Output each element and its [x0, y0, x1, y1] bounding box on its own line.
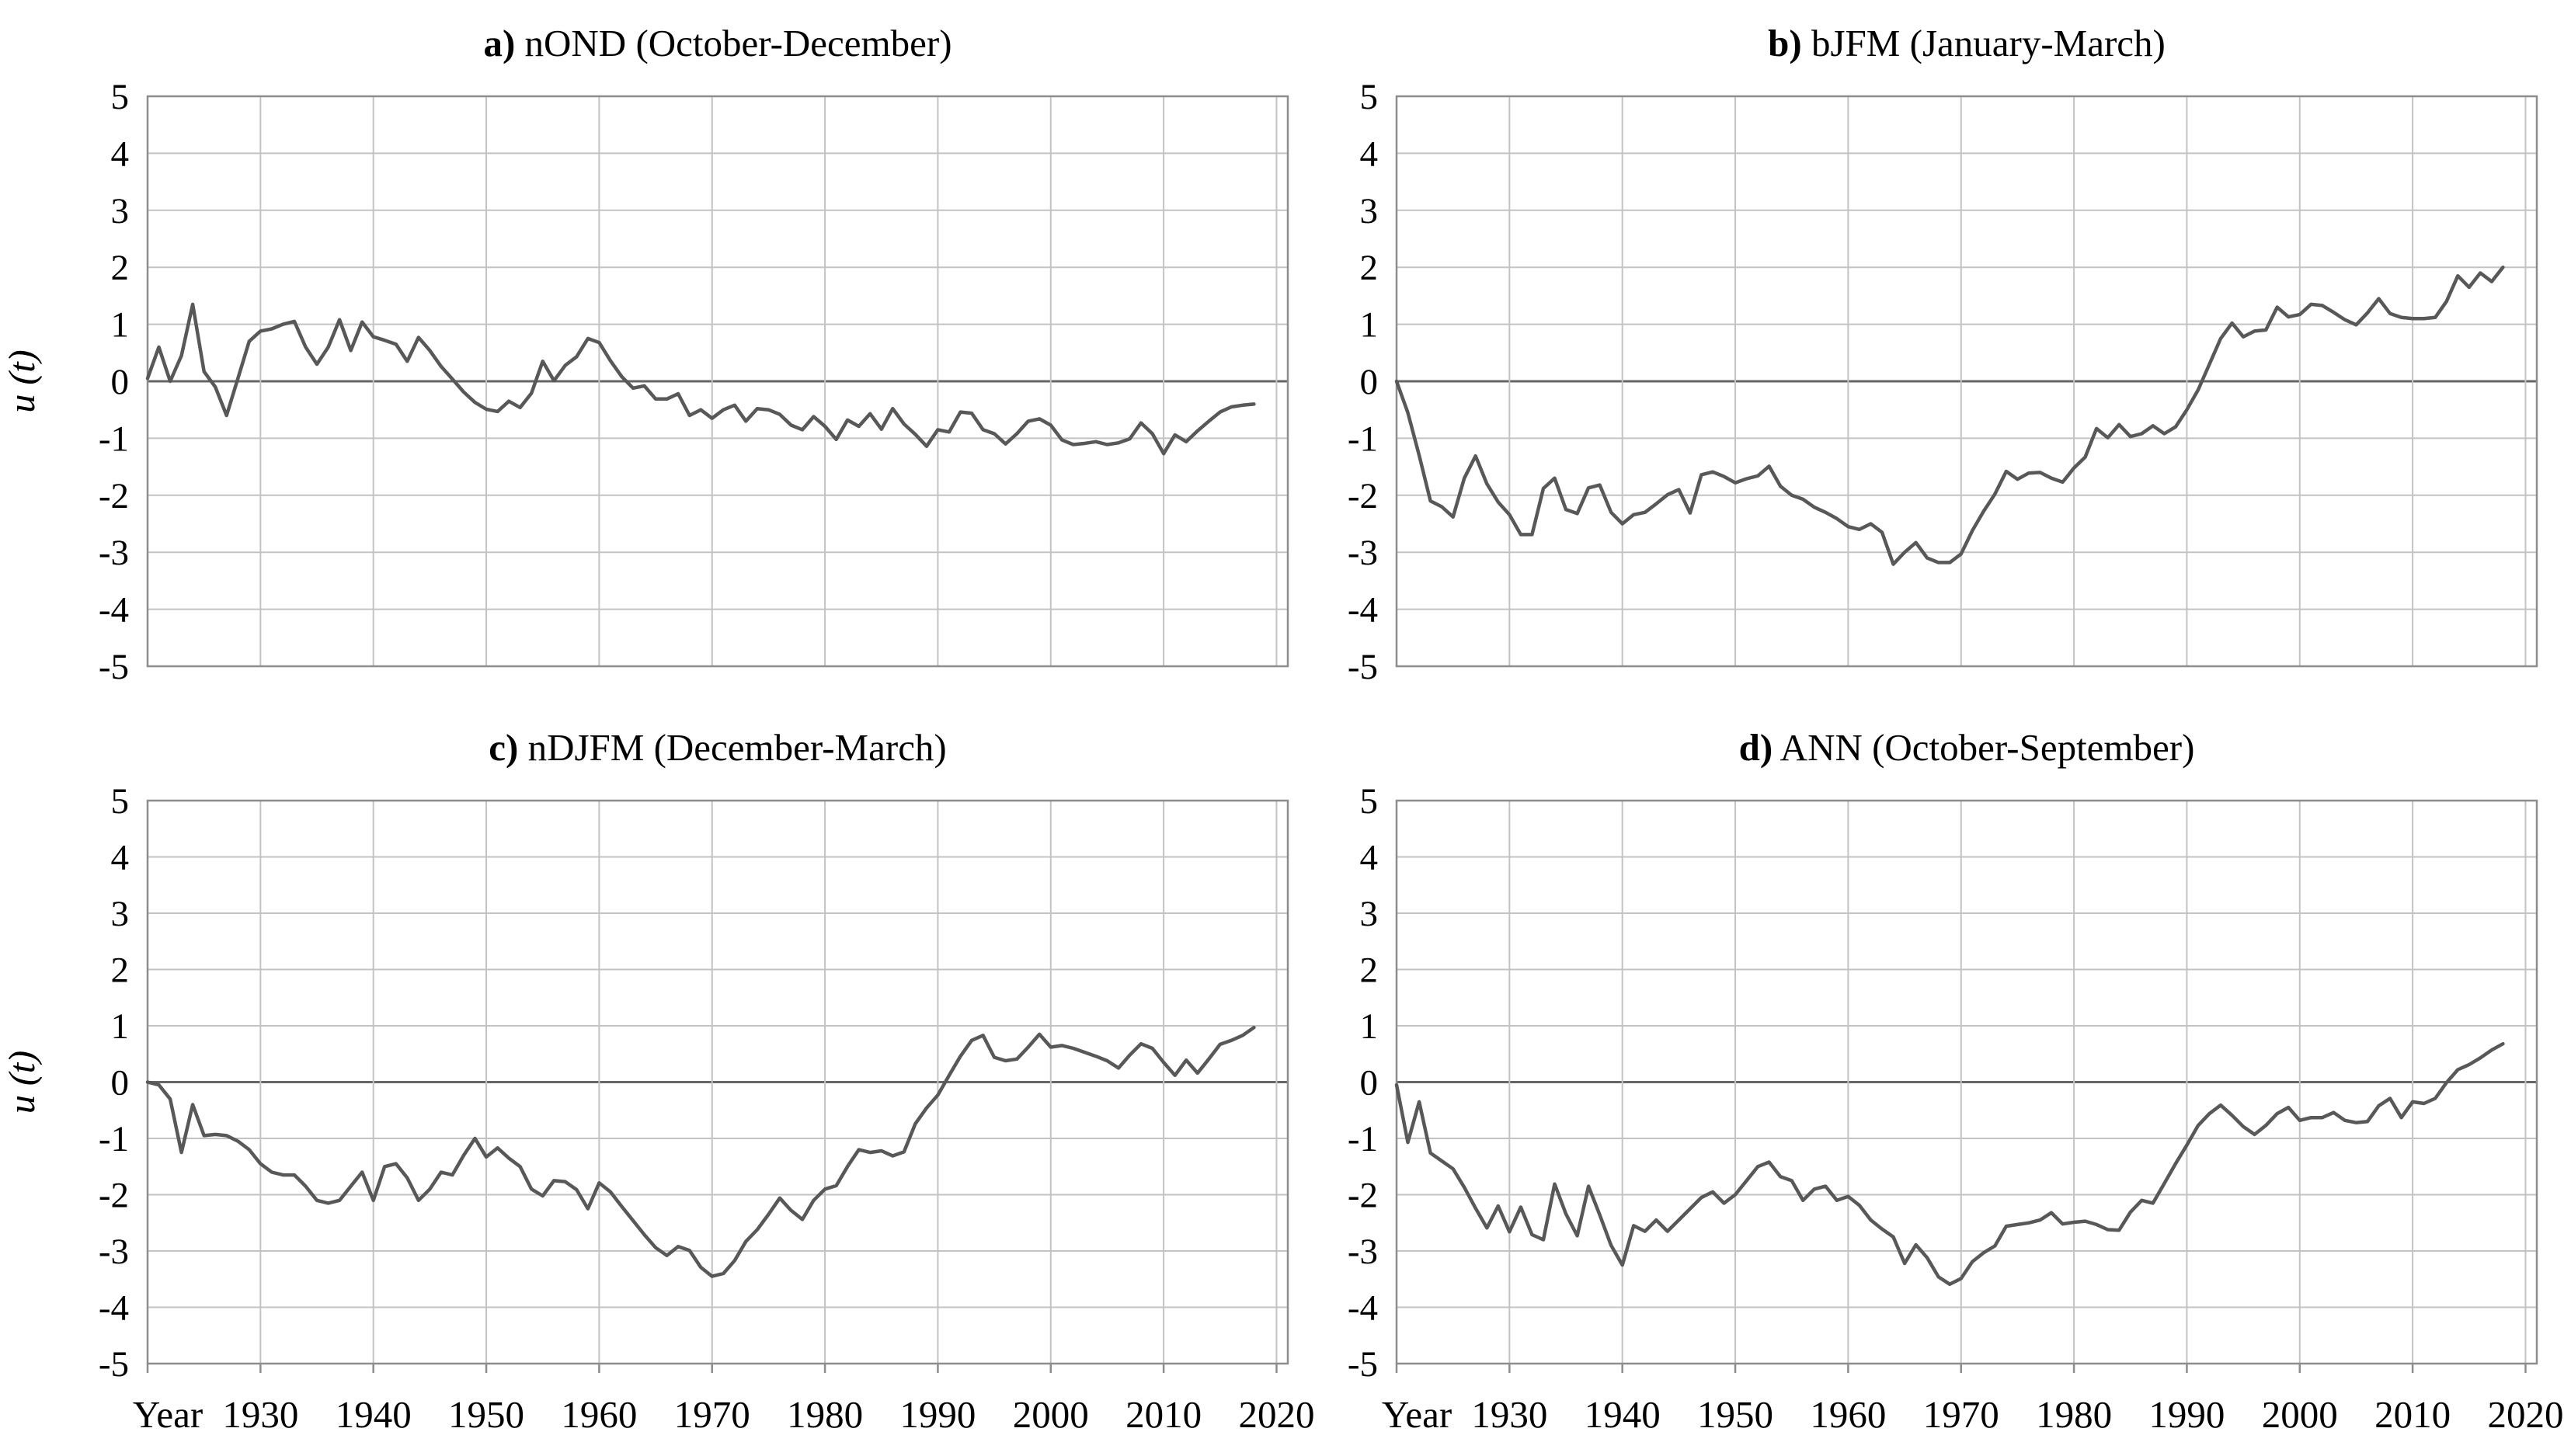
x-tick-label: 2010: [2374, 1393, 2451, 1436]
y-tick-label: 2: [111, 248, 130, 288]
x-tick-label: 1990: [2148, 1393, 2225, 1436]
y-tick-label: 4: [111, 134, 130, 174]
y-tick-label: 1: [111, 1006, 130, 1047]
y-tick-label: 3: [1360, 894, 1379, 934]
x-tick-label: 1950: [448, 1393, 524, 1436]
x-tick-label: 1970: [674, 1393, 750, 1436]
panel-b: 5 4 3 2 1 0 -1 -2 -3 -4 -5 b) bJFM (January-March) u…: [2, 22, 2538, 687]
y-tick-label: 2: [111, 950, 130, 991]
y-tick-label: -4: [1348, 1288, 1378, 1329]
x-tick-label: Year: [133, 1393, 203, 1436]
y-tick-label: -3: [1348, 533, 1378, 573]
y-axis-label: u (t): [2, 1051, 43, 1114]
x-tick-label: 2000: [2262, 1393, 2338, 1436]
series-line: [1394, 1041, 2505, 1287]
y-tick-label: -4: [99, 590, 129, 631]
panel-title: d) ANN (October-September): [1739, 726, 2195, 769]
x-tick-label: 2000: [1013, 1393, 1089, 1436]
panel-title: b) bJFM (January-March): [1768, 22, 2166, 64]
y-tick-label: -3: [1348, 1232, 1378, 1272]
y-tick-label: 0: [111, 362, 130, 402]
x-tick-label: 2020: [1238, 1393, 1314, 1436]
x-tick-label: Year: [1382, 1393, 1452, 1436]
y-tick-label: -5: [1348, 1344, 1378, 1385]
y-tick-label: -2: [1348, 1176, 1378, 1216]
y-tick-label: 3: [111, 191, 130, 231]
y-tick-label: 3: [111, 894, 130, 934]
y-axis-label: u (t): [2, 349, 43, 412]
y-tick-label: 0: [1360, 1063, 1379, 1103]
y-tick-label: -2: [99, 476, 129, 516]
y-axis-label: u (t): [2, 1051, 43, 1114]
x-tick-label: 1940: [1585, 1393, 1661, 1436]
y-tick-label: -1: [99, 1119, 129, 1159]
y-tick-label: 1: [1360, 1006, 1379, 1047]
y-axis-label: u (t): [2, 349, 43, 412]
y-tick-label: 5: [1360, 781, 1379, 822]
y-tick-label: -1: [1348, 1119, 1378, 1159]
y-tick-label: 1: [111, 305, 130, 346]
y-tick-label: 2: [1360, 950, 1379, 991]
y-tick-label: -5: [99, 1344, 129, 1385]
x-tick-label: 1960: [561, 1393, 637, 1436]
y-tick-label: -1: [99, 419, 129, 459]
y-tick-label: -2: [99, 1176, 129, 1216]
x-tick-label: 1940: [336, 1393, 412, 1436]
y-tick-label: -2: [1348, 476, 1378, 516]
plot-border: [146, 95, 1289, 668]
y-tick-label: 5: [111, 77, 130, 117]
y-tick-label: 2: [1360, 248, 1379, 288]
y-tick-label: 1: [1360, 305, 1379, 346]
y-tick-label: 0: [1360, 362, 1379, 402]
y-tick-label: 0: [111, 1063, 130, 1103]
y-tick-label: -4: [1348, 590, 1378, 631]
y-tick-label: 5: [1360, 77, 1379, 117]
series-line: [145, 1025, 1256, 1278]
x-tick-label: 1970: [1923, 1393, 1999, 1436]
panel-title: a) nOND (October-December): [483, 22, 951, 64]
y-tick-label: -1: [1348, 419, 1378, 459]
y-tick-label: -5: [1348, 647, 1378, 687]
x-tick-label: 1980: [787, 1393, 863, 1436]
y-tick-label: 3: [1360, 191, 1379, 231]
y-tick-label: -5: [99, 647, 129, 687]
series-line: [1394, 265, 2505, 566]
y-tick-label: -3: [99, 1232, 129, 1272]
y-tick-label: 5: [111, 781, 130, 822]
x-tick-label: 1930: [222, 1393, 298, 1436]
y-tick-label: -4: [99, 1288, 129, 1329]
y-tick-label: 4: [1360, 838, 1379, 878]
plot-border: [1395, 799, 2538, 1365]
panel-title: c) nDJFM (December-March): [489, 726, 947, 769]
x-tick-label: 2010: [1125, 1393, 1202, 1436]
x-tick-label: 1930: [1471, 1393, 1547, 1436]
x-tick-label: 1960: [1810, 1393, 1886, 1436]
y-tick-label: 4: [111, 838, 130, 878]
x-tick-label: 2020: [2487, 1393, 2563, 1436]
x-tick-label: 1980: [2036, 1393, 2112, 1436]
panel-a: 5 4 3 2 1 0 -1 -2 -3 -4 -5 a) nOND (October-Decembe…: [2, 22, 1289, 687]
y-tick-label: -3: [99, 533, 129, 573]
series-line: [145, 302, 1256, 456]
x-tick-label: 1950: [1697, 1393, 1773, 1436]
x-tick-label: 1990: [899, 1393, 976, 1436]
y-tick-label: 4: [1360, 134, 1379, 174]
